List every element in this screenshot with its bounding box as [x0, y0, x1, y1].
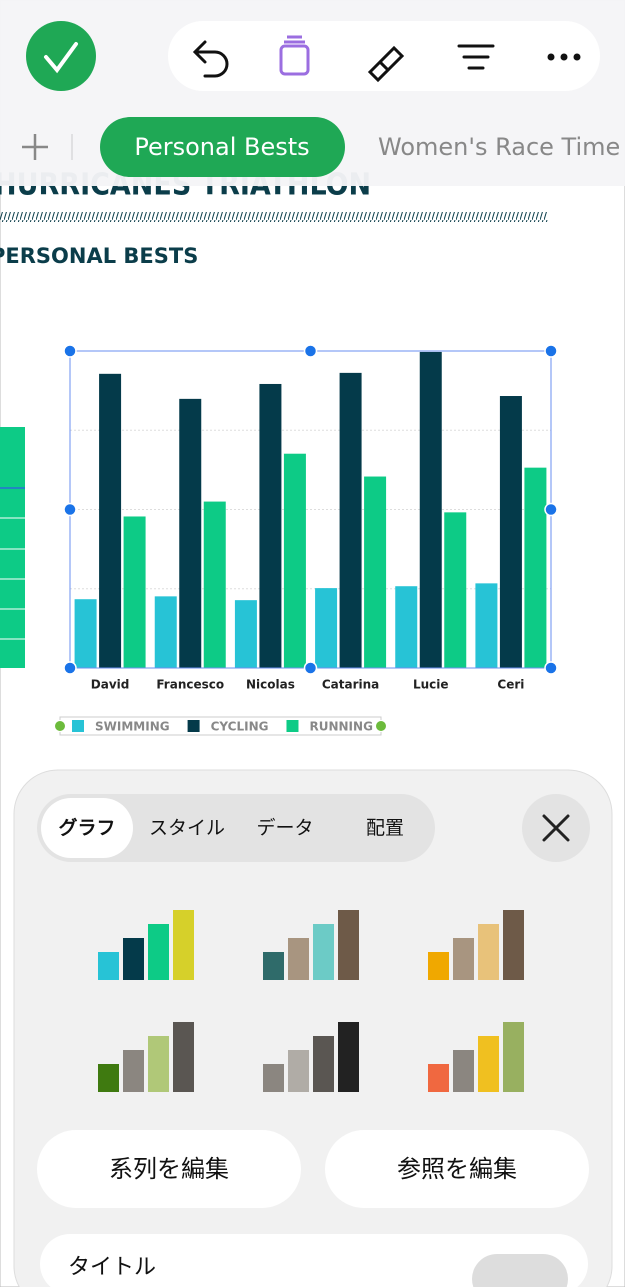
done-button[interactable] — [26, 21, 96, 91]
selection-handle[interactable] — [544, 661, 558, 675]
swatch-bar[interactable] — [173, 910, 194, 980]
legend-handle[interactable] — [54, 720, 66, 732]
bar — [315, 588, 338, 668]
more-button[interactable] — [547, 53, 581, 61]
sort-button[interactable] — [457, 44, 495, 70]
doc-subtitle: PERSONAL BESTS — [0, 244, 198, 268]
active-tab[interactable] — [100, 117, 345, 177]
bar — [339, 372, 362, 668]
bar — [203, 501, 226, 668]
selection-handle[interactable] — [303, 661, 318, 675]
segment-selected — [41, 798, 133, 858]
brush-button[interactable] — [367, 45, 405, 83]
edit-series-button[interactable]: 系列を編集 — [37, 1130, 301, 1208]
edit-references-button[interactable]: 参照を編集 — [325, 1130, 589, 1208]
legend-swatch — [72, 720, 84, 732]
undo-button[interactable] — [192, 40, 229, 78]
rule — [0, 212, 548, 222]
segment[interactable]: 配置 — [365, 817, 404, 839]
legend-swatch — [286, 720, 299, 732]
bar — [283, 453, 306, 668]
segmented-control — [37, 794, 435, 862]
swatch-bar[interactable] — [338, 1022, 359, 1092]
swatch-bar[interactable] — [428, 1064, 449, 1092]
bar — [524, 467, 547, 668]
swatch-bar[interactable] — [338, 910, 359, 980]
bar — [234, 600, 257, 668]
swatch-bar[interactable] — [148, 924, 169, 980]
x-tick-label: Nicolas — [246, 678, 295, 692]
swatch-bar[interactable] — [288, 1050, 309, 1092]
tab-label[interactable]: Women's Race Time — [378, 133, 620, 161]
segment[interactable]: グラフ — [58, 817, 116, 839]
swatch-bar[interactable] — [263, 1064, 284, 1092]
swatch-bar[interactable] — [148, 1036, 169, 1092]
swatch-bar[interactable] — [478, 924, 499, 980]
swatch-bar[interactable] — [453, 1050, 474, 1092]
swatch-bar[interactable] — [503, 1022, 524, 1092]
swatch-bar[interactable] — [123, 938, 144, 980]
legend-label: SWIMMING — [95, 720, 170, 734]
swatch-bar[interactable] — [478, 1036, 499, 1092]
swatch-bar[interactable] — [313, 1036, 334, 1092]
add-sheet-button[interactable] — [22, 134, 48, 160]
selection-handle[interactable] — [63, 344, 77, 358]
segment[interactable]: スタイル — [148, 817, 225, 839]
swatch-bar[interactable] — [428, 952, 449, 980]
swatch-bar[interactable] — [98, 952, 119, 980]
swatch-bar[interactable] — [263, 952, 284, 980]
bar — [444, 512, 467, 668]
table-grid — [0, 517, 25, 640]
bar — [475, 583, 498, 668]
bar — [123, 516, 146, 668]
bar — [99, 373, 122, 668]
swatch-bar[interactable] — [123, 1050, 144, 1092]
selection-handle[interactable] — [303, 344, 318, 358]
bar — [179, 398, 202, 668]
row-label: タイトル — [68, 1255, 156, 1280]
bar — [364, 476, 387, 668]
bar — [419, 351, 442, 668]
bar — [259, 383, 282, 668]
selection-handle[interactable] — [544, 344, 558, 358]
check-icon — [44, 42, 78, 74]
selection-handle[interactable] — [544, 502, 558, 517]
bar — [154, 596, 177, 668]
format-button[interactable] — [279, 35, 310, 76]
x-tick-label: Catarina — [322, 678, 379, 692]
legend-label: CYCLING — [211, 720, 269, 734]
toggle[interactable] — [472, 1254, 568, 1287]
segment[interactable]: データ — [256, 817, 314, 839]
x-tick-label: Francesco — [156, 678, 224, 692]
legend-swatch — [187, 720, 200, 732]
x-tick-label: Ceri — [497, 678, 524, 692]
settings-row — [40, 1234, 588, 1287]
style-swatches — [98, 910, 524, 1092]
bar — [499, 396, 522, 668]
chart: David Francesco Nicolas Catarina Lucie Ceri SW… — [54, 344, 558, 736]
swatch-bar[interactable] — [503, 910, 524, 980]
swatch-bar[interactable] — [313, 924, 334, 980]
legend-handle[interactable] — [375, 720, 387, 732]
bar — [74, 599, 97, 668]
swatch-bar[interactable] — [173, 1022, 194, 1092]
table-fragment — [0, 427, 25, 668]
x-tick-label: David — [91, 678, 130, 692]
swatch-bar[interactable] — [288, 938, 309, 980]
bar — [395, 586, 418, 668]
swatch-bar[interactable] — [453, 938, 474, 980]
selection-handle[interactable] — [63, 661, 77, 675]
selection-handle[interactable] — [63, 502, 77, 517]
swatch-bar[interactable] — [98, 1064, 119, 1092]
tab-label[interactable]: Personal Bests — [134, 133, 309, 161]
legend-label: RUNNING — [309, 720, 372, 734]
close-icon — [542, 814, 570, 842]
x-tick-label: Lucie — [413, 678, 449, 692]
